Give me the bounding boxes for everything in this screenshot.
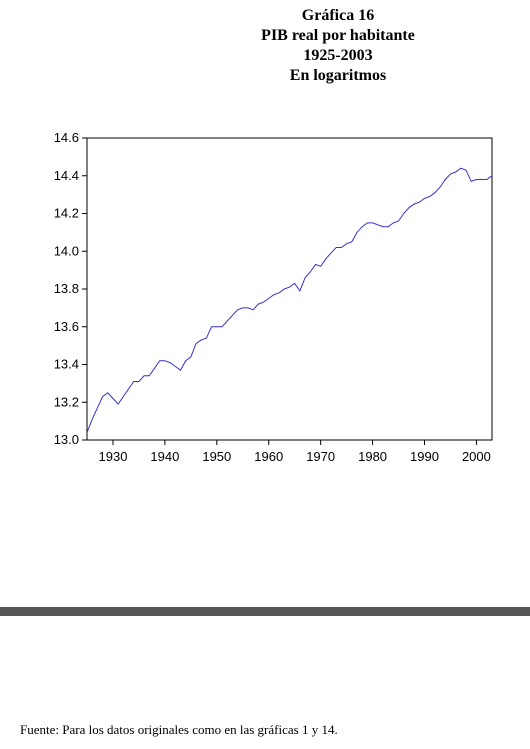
x-tick-label: 1970 <box>306 449 335 464</box>
y-tick-label: 13.2 <box>54 394 79 409</box>
x-tick-label: 1980 <box>358 449 387 464</box>
section-divider <box>0 607 530 616</box>
chart-title-line-3: 1925-2003 <box>303 47 373 64</box>
chart-title-line-1: Gráfica 16 <box>301 7 375 24</box>
x-tick-label: 2000 <box>462 449 491 464</box>
chart-title-line-4: En logaritmos <box>289 67 387 84</box>
line-chart: 13.0 13.2 13.4 13.6 13.8 14.0 14.2 14.4 14.6 193… <box>54 130 493 464</box>
x-axis: 1930 1940 1950 1960 1970 1980 1990 2000 <box>99 440 491 464</box>
y-tick-label: 14.0 <box>54 243 79 258</box>
series-line-pib <box>86 167 493 433</box>
y-tick-label: 14.2 <box>54 206 79 221</box>
y-tick-label: 13.4 <box>54 357 79 372</box>
y-tick-label: 14.4 <box>54 168 79 183</box>
y-axis: 13.0 13.2 13.4 13.6 13.8 14.0 14.2 14.4 14.6 <box>54 130 87 447</box>
y-tick-label: 14.6 <box>54 130 79 145</box>
x-tick-label: 1960 <box>254 449 283 464</box>
x-tick-label: 1990 <box>410 449 439 464</box>
x-tick-label: 1950 <box>202 449 231 464</box>
plot-area-frame <box>86 137 493 441</box>
y-tick-label: 13.8 <box>54 281 79 296</box>
x-tick-label: 1930 <box>99 449 128 464</box>
y-tick-label: 13.0 <box>54 432 79 447</box>
x-tick-label: 1940 <box>150 449 179 464</box>
chart-title-line-2: PIB real por habitante <box>261 27 415 44</box>
chart-title-block: Gráfica 16 PIB real por habitante 1925-2… <box>158 6 518 86</box>
source-note: Fuente: Para los datos originales como e… <box>20 722 338 737</box>
y-tick-label: 13.6 <box>54 319 79 334</box>
